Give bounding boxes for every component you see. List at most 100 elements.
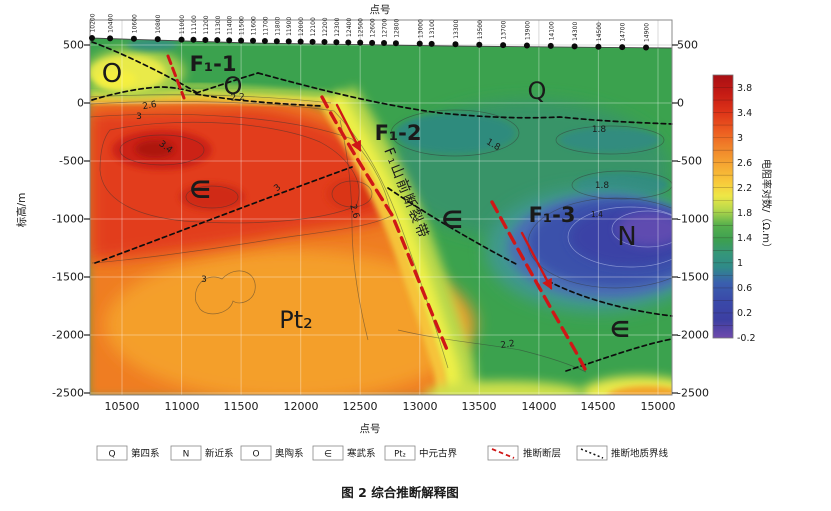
station-label: 11000 (179, 15, 186, 34)
legend-label: 中元古界 (419, 448, 458, 460)
legend-item-inferred-boundary: 推断地质界线 (576, 445, 669, 461)
contour-label: 3 (136, 112, 142, 122)
contour-label: 2.6 (142, 100, 158, 112)
bottom-tick: 12000 (284, 400, 319, 413)
contour-lines-light (567, 206, 672, 268)
station-label: 12000 (298, 17, 305, 36)
station-dot (214, 37, 221, 44)
left-tick: -2500 (52, 387, 84, 400)
station-label: 10200 (90, 13, 97, 32)
legend-symbol: ∈ (324, 450, 332, 460)
left-tick: -500 (59, 155, 84, 168)
station-dot (381, 40, 388, 47)
colorbar-segment-lines (713, 87, 733, 326)
colorbar-tick: 1 (737, 258, 743, 269)
station-dot (333, 39, 340, 46)
fault-label-f1-2: F₁-2 (375, 121, 422, 145)
colorbar-tick: 3.8 (737, 83, 752, 94)
colorbar-tick: 3 (737, 133, 743, 144)
fault-lines (166, 54, 588, 373)
legend-fault-symbol-line (491, 448, 515, 459)
right-tick: -500 (677, 155, 702, 168)
legend: Q 第四系 N 新近系 O 奥陶系 ∈ 寒武系 Pt₂ 中元古界 推断断层 (96, 445, 669, 461)
fault-f1-1-line (166, 54, 186, 100)
contour-label: 1.8 (592, 125, 607, 135)
bottom-tick: 14000 (522, 400, 557, 413)
station-label: 11400 (227, 16, 234, 35)
colorbar-gradient (712, 74, 734, 339)
bottom-tick: 13500 (462, 400, 497, 413)
station-dot (369, 39, 376, 46)
fault-f1-3-arrow (520, 231, 553, 290)
bottom-tick: 11000 (165, 400, 200, 413)
station-label: 13300 (453, 20, 460, 39)
station-dot (107, 35, 114, 42)
left-tick: 0 (77, 97, 84, 110)
colorbar: 3.8 3.4 3 2.6 2.2 1.8 1.4 1 0.6 0.2 -0.2… (712, 74, 773, 344)
legend-symbol: O (252, 450, 259, 460)
station-dot (619, 44, 626, 51)
station-label: 12100 (310, 17, 317, 36)
unit-label-Pt2: Pt₂ (279, 306, 313, 334)
contour-label: 3 (201, 275, 207, 285)
figure-caption: 图 2 综合推断解释图 (341, 485, 458, 500)
station-label: 10400 (108, 14, 115, 33)
station-label: 11800 (274, 16, 281, 35)
station-label: 13500 (477, 20, 484, 39)
station-dot (190, 36, 197, 43)
station-label: 14500 (596, 22, 603, 41)
contour-label: 3 (272, 183, 283, 194)
legend-label: 寒武系 (347, 448, 376, 460)
station-label: 14900 (644, 23, 651, 42)
station-axis: 10200 10400 10600 10800 11000 11100 11200 11300… (89, 13, 651, 51)
colorbar-title: 电阻率对数/（Ω.m） (760, 159, 773, 253)
left-tick: -1000 (52, 213, 84, 226)
unit-label-Cambrian-2: ∈ (441, 206, 463, 234)
station-dot (500, 42, 507, 49)
station-dot (89, 35, 95, 42)
contour-labels: 2.6 3 3.4 2.2 3 2.6 3 1.8 1.8 1.8 1.4 2.… (136, 92, 609, 351)
station-dot (261, 38, 268, 45)
station-dot (428, 40, 435, 47)
fault-label-f1-1: F₁-1 (190, 52, 237, 76)
station-label: 12600 (370, 18, 377, 37)
colorbar-tick: 0.6 (737, 283, 752, 294)
station-dot (452, 41, 459, 48)
left-axis-title: 标高/m (15, 193, 28, 228)
right-tick: -1000 (677, 213, 709, 226)
station-dot (523, 42, 530, 49)
legend-boundary-symbol-line (580, 448, 604, 459)
legend-item-ordovician: O 奥陶系 (240, 445, 304, 461)
station-dot (392, 40, 399, 47)
legend-label: 新近系 (205, 448, 234, 460)
legend-symbol: Q (108, 450, 115, 460)
station-dot (226, 37, 233, 44)
right-tick: -2000 (677, 329, 709, 342)
bottom-axis-labels: 10500 11000 11500 12000 12500 13000 1350… (105, 400, 676, 413)
legend-box (384, 445, 416, 461)
unit-labels: O O Q ∈ ∈ ∈ N Pt₂ (102, 59, 637, 343)
fault-label-f1-3: F₁-3 (529, 203, 576, 227)
bottom-tick: 10500 (105, 400, 140, 413)
contour-label: 2.2 (500, 339, 516, 351)
station-label: 13900 (524, 21, 531, 40)
station-dot (476, 41, 483, 48)
station-dot (416, 40, 423, 47)
contour-label: 2.2 (230, 92, 245, 103)
bottom-tick: 13000 (403, 400, 438, 413)
station-dot (250, 37, 257, 44)
bottom-tick: 12500 (343, 400, 378, 413)
left-axis-labels: 500 0 -500 -1000 -1500 -2000 -2500 (52, 39, 84, 400)
fault-f1-3-line (490, 200, 588, 373)
legend-box (240, 445, 272, 461)
station-dot (547, 42, 554, 49)
fault-f1-2-arrow (335, 103, 362, 152)
station-dot (285, 38, 292, 45)
contour-label: 1.8 (595, 181, 610, 191)
station-dot (345, 39, 352, 46)
geologic-boundary-lines (91, 41, 673, 372)
station-dot (571, 43, 578, 50)
station-label: 13000 (417, 19, 424, 38)
station-dot (202, 36, 209, 43)
